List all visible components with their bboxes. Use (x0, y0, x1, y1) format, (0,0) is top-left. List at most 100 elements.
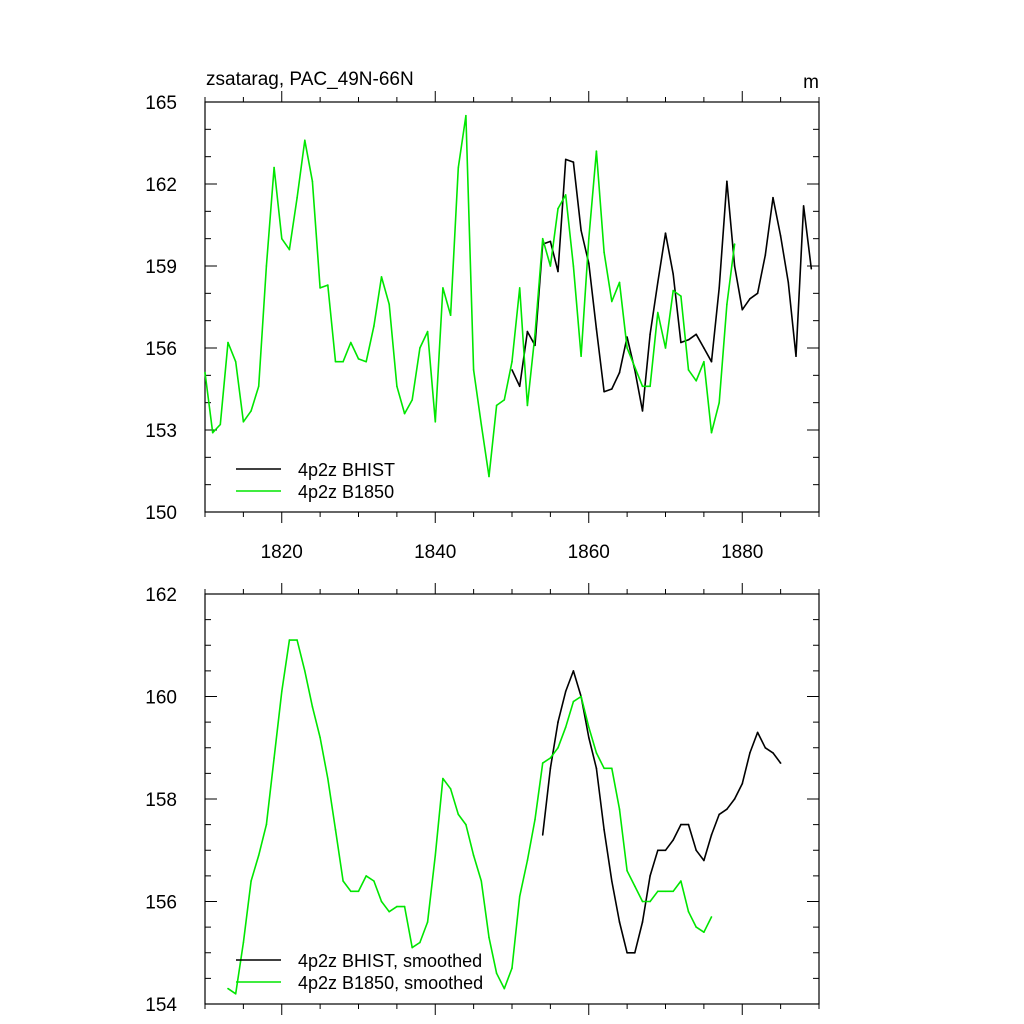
data-point (503, 987, 506, 990)
data-point (733, 243, 736, 245)
data-point (549, 767, 552, 770)
legend-label: 4p2z B1850 (298, 482, 394, 502)
data-point (626, 347, 628, 349)
data-point (488, 936, 490, 939)
data-point (204, 371, 206, 374)
series-line-b1850 (204, 114, 736, 478)
data-point (603, 251, 605, 254)
data-point (710, 916, 713, 918)
y-tick-label: 150 (145, 503, 177, 524)
data-point (480, 423, 483, 426)
data-point (281, 237, 283, 240)
data-point (257, 854, 260, 857)
data-point (626, 336, 628, 338)
data-point (664, 232, 667, 234)
data-point (457, 166, 460, 169)
y-tick-label: 156 (145, 339, 177, 360)
data-point (388, 303, 391, 306)
data-point (611, 767, 613, 770)
data-point (588, 726, 590, 728)
data-point (649, 900, 651, 903)
data-point (342, 360, 344, 363)
data-point (426, 330, 429, 333)
y-tick-label: 159 (145, 257, 177, 278)
data-point (603, 390, 605, 393)
data-point (549, 240, 552, 243)
data-point (250, 880, 252, 882)
data-point (234, 993, 237, 995)
data-point (526, 330, 529, 333)
data-point (480, 880, 483, 882)
data-point (741, 308, 744, 311)
data-point (680, 823, 682, 826)
data-point (564, 726, 567, 728)
data-point (726, 180, 728, 183)
data-point (710, 431, 713, 434)
y-tick-label: 156 (145, 893, 177, 914)
data-point (649, 385, 651, 388)
data-point (419, 347, 421, 349)
data-point (756, 292, 759, 295)
data-point (726, 303, 728, 306)
data-point (726, 808, 728, 810)
smoothed-chart-panel: 154 156 158 160 162 4p2z BHIST, smoothed4p2z … (145, 583, 820, 1016)
data-point (557, 207, 559, 210)
y-tick-label: 154 (145, 995, 177, 1016)
data-point (465, 823, 467, 826)
data-point (572, 161, 575, 163)
data-point (288, 248, 291, 251)
series-line-bhist (511, 158, 813, 412)
data-point (626, 952, 628, 954)
plot-frame (204, 593, 820, 1005)
data-point (672, 839, 674, 841)
data-point (518, 385, 521, 388)
data-point (434, 854, 437, 857)
data-point (672, 289, 674, 292)
data-point (749, 752, 751, 754)
data-point (273, 757, 275, 759)
data-point (518, 895, 521, 898)
data-point (557, 721, 559, 723)
data-point (580, 229, 582, 232)
data-point (327, 777, 329, 780)
data-point (703, 859, 705, 862)
data-point (257, 385, 260, 388)
data-point (687, 823, 690, 826)
data-point (657, 890, 659, 893)
data-point (534, 818, 536, 821)
data-point (472, 854, 475, 857)
data-point (687, 339, 690, 341)
data-point (718, 287, 720, 289)
data-point (288, 639, 291, 641)
data-point (657, 281, 659, 284)
legend-label: 4p2z B1850, smoothed (298, 973, 483, 993)
data-point (787, 281, 790, 284)
data-point (572, 700, 575, 703)
data-point (710, 834, 713, 836)
data-point (672, 890, 674, 893)
data-point (557, 270, 559, 273)
data-point (350, 341, 352, 344)
data-point (657, 311, 659, 314)
data-point (795, 355, 797, 358)
y-tick-label: 162 (145, 585, 177, 606)
data-point (265, 823, 268, 826)
data-point (779, 235, 782, 237)
data-point (365, 875, 368, 877)
data-point (526, 859, 529, 862)
data-point (403, 905, 406, 908)
data-point (234, 360, 237, 363)
data-point (634, 885, 636, 887)
data-point (373, 325, 375, 327)
data-point (511, 360, 513, 363)
data-point (618, 281, 621, 284)
data-point (564, 158, 567, 161)
y-tick-label: 158 (145, 790, 177, 811)
data-point (319, 736, 321, 739)
data-point (549, 265, 552, 267)
data-point (611, 300, 613, 303)
data-point (518, 287, 521, 289)
y-tick-label: 160 (145, 688, 177, 709)
data-point (618, 371, 621, 374)
data-point (626, 870, 628, 872)
